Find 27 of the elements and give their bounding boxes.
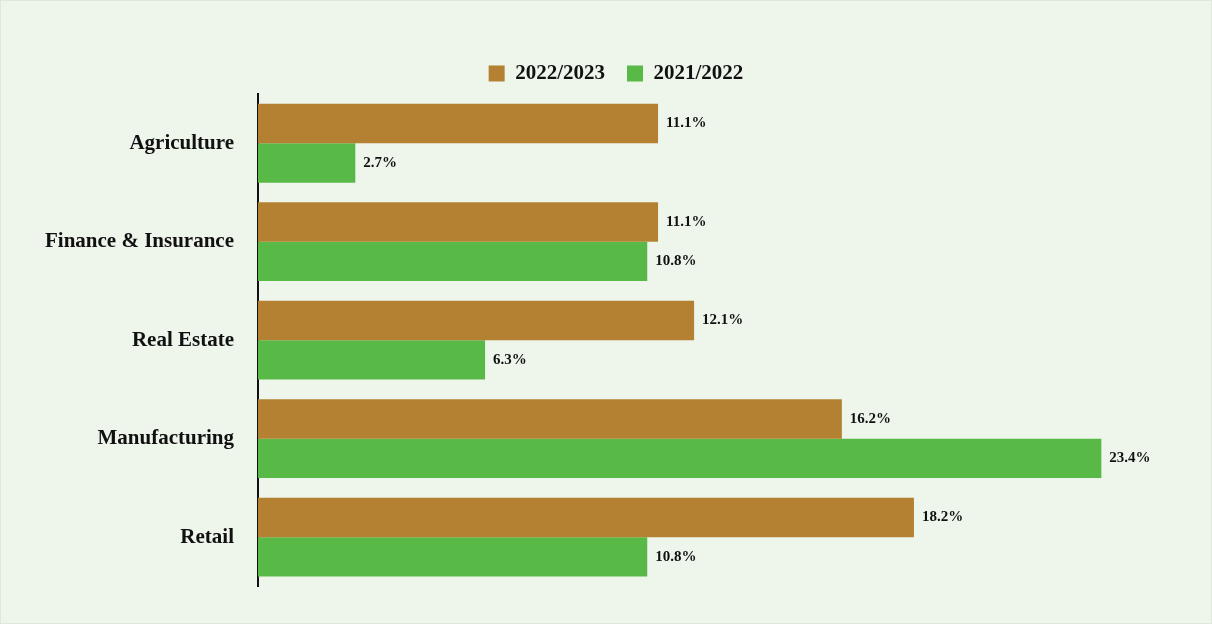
- legend-label: 2022/2023: [515, 59, 606, 84]
- data-label: 23.4%: [1109, 449, 1151, 466]
- bar: [258, 241, 648, 282]
- bar: [258, 300, 695, 341]
- data-label: 16.2%: [849, 409, 892, 426]
- y-tick-label: Retail: [180, 523, 235, 548]
- legend-label: 2021/2022: [653, 59, 744, 84]
- data-label: 10.8%: [655, 252, 697, 269]
- data-label: 2.7%: [363, 153, 398, 170]
- bar: [258, 340, 486, 380]
- y-tick-label: Agriculture: [129, 129, 234, 154]
- bar: [258, 103, 659, 144]
- data-label: 11.1%: [666, 212, 707, 229]
- data-label: 18.2%: [921, 508, 964, 525]
- y-tick-label: Manufacturing: [97, 425, 235, 450]
- y-tick-label: Finance & Insurance: [45, 228, 234, 253]
- data-label: 11.1%: [666, 114, 707, 131]
- data-label: 12.1%: [702, 311, 744, 328]
- bar: [258, 399, 842, 439]
- bar: [258, 537, 648, 577]
- data-label: 6.3%: [493, 350, 527, 367]
- y-tick-label: Real Estate: [131, 326, 234, 351]
- bar: [258, 143, 356, 183]
- bar: [258, 497, 914, 538]
- data-label: 10.8%: [655, 547, 697, 564]
- bar: [258, 438, 1102, 479]
- bar: [258, 202, 659, 242]
